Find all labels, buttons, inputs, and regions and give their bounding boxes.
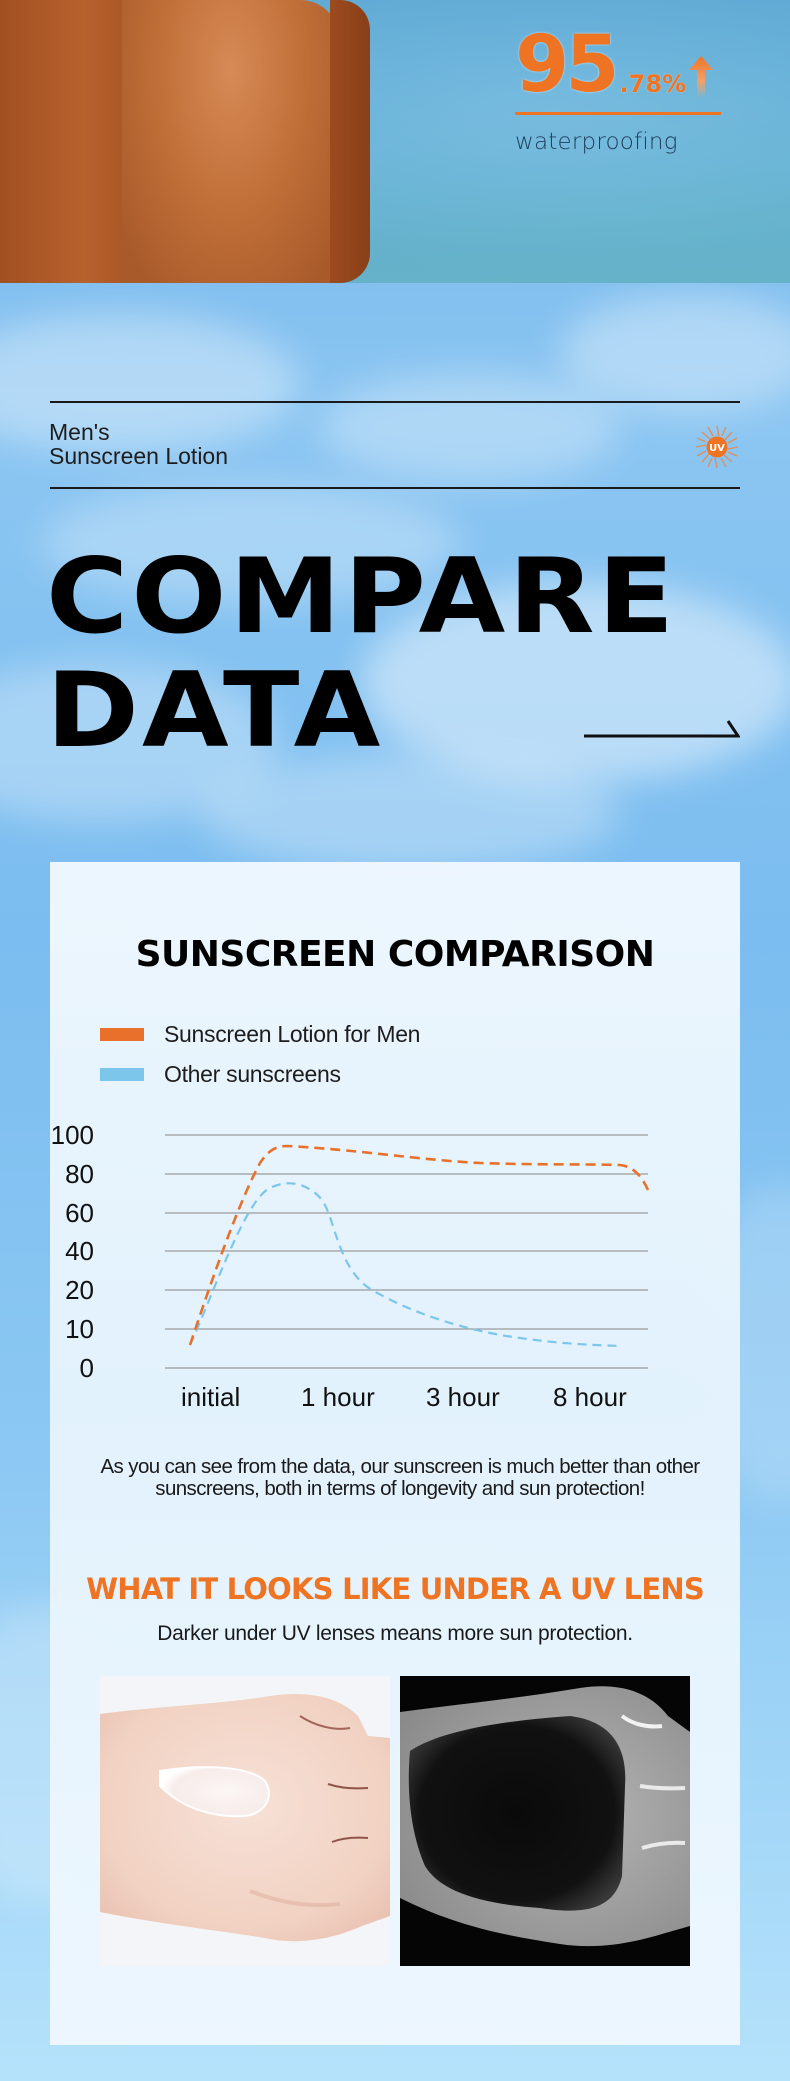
uv-section-subtitle: Darker under UV lenses means more sun pr… xyxy=(157,1622,633,1645)
stat-label: waterproofing xyxy=(515,129,678,155)
page-headline: COMPARE DATA xyxy=(46,540,677,768)
headline-line2: DATA xyxy=(46,651,384,771)
x-tick-1-hour: 1 hour xyxy=(301,1382,375,1412)
y-tick-100: 100 xyxy=(50,1120,94,1150)
sky-background xyxy=(0,283,790,2081)
comparison-card: SUNSCREEN COMPARISON Sunscreen Lotion fo… xyxy=(50,862,740,2045)
x-tick-initial: initial xyxy=(181,1382,241,1412)
uv-sun-icon: UV xyxy=(695,425,739,469)
y-tick-0: 0 xyxy=(79,1353,94,1383)
legend-item-others: Other sunscreens xyxy=(100,1054,420,1094)
arrow-right-icon xyxy=(584,720,740,738)
hero-photo: 95 .78% waterproofing xyxy=(0,0,790,283)
legend-label: Sunscreen Lotion for Men xyxy=(164,1020,421,1047)
uv-section-title: WHAT IT LOOKS LIKE UNDER A UV LENS xyxy=(86,1572,705,1606)
y-tick-10: 10 xyxy=(65,1314,94,1344)
comparison-description: As you can see from the data, our sunscr… xyxy=(100,1455,700,1500)
legend-label: Other sunscreens xyxy=(164,1060,341,1087)
product-name: Men's Sunscreen Lotion xyxy=(49,420,228,468)
y-tick-20: 20 xyxy=(65,1275,94,1305)
legend-item-ours: Sunscreen Lotion for Men xyxy=(100,1014,420,1054)
chart-legend: Sunscreen Lotion for Men Other sunscreen… xyxy=(100,1014,420,1094)
arm-skin-front xyxy=(122,0,340,283)
y-tick-60: 60 xyxy=(65,1198,94,1228)
y-tick-40: 40 xyxy=(65,1236,94,1266)
y-tick-80: 80 xyxy=(65,1159,94,1189)
divider-bottom xyxy=(50,487,740,489)
arrow-up-icon xyxy=(689,56,714,98)
x-tick-8-hour: 8 hour xyxy=(553,1382,627,1412)
svg-text:UV: UV xyxy=(709,443,725,454)
hand-normal-light-image xyxy=(100,1676,390,1966)
stat-decimal: .78% xyxy=(619,70,687,98)
comparison-title: SUNSCREEN COMPARISON xyxy=(135,934,655,975)
stat-divider xyxy=(515,112,721,115)
divider-top xyxy=(50,401,740,403)
arm-skin-back xyxy=(0,0,140,283)
x-tick-3-hour: 3 hour xyxy=(426,1382,500,1412)
legend-swatch-blue xyxy=(100,1067,144,1081)
product-name-line2: Sunscreen Lotion xyxy=(49,443,229,469)
hand-uv-lens-image xyxy=(400,1676,690,1966)
product-name-line1: Men's xyxy=(49,419,110,445)
stat-integer: 95 xyxy=(515,20,620,110)
waterproof-stat: 95 .78% waterproofing xyxy=(515,20,721,155)
legend-swatch-orange xyxy=(100,1027,144,1041)
headline-line1: COMPARE xyxy=(46,537,678,657)
stat-value: 95 .78% xyxy=(515,20,721,110)
arm-skin-edge xyxy=(330,0,370,283)
